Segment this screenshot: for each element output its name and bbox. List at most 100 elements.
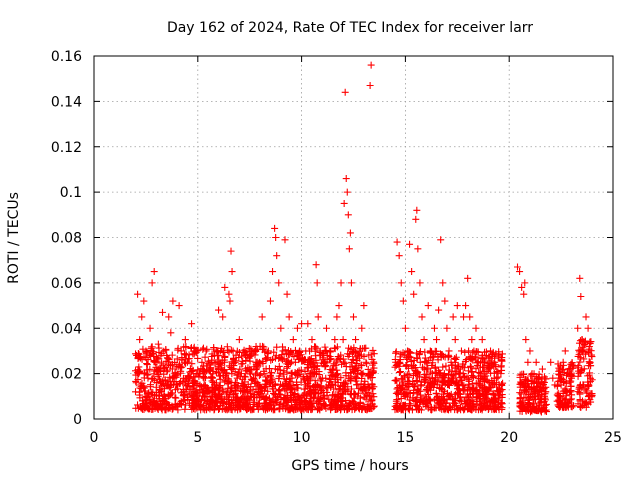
data-point [524,358,532,366]
data-point [316,347,324,355]
data-point [150,357,158,365]
data-point [459,387,467,395]
data-point [226,388,234,396]
data-point [528,407,536,415]
data-point [263,377,271,385]
data-point [398,406,406,414]
data-point [333,343,341,351]
data-point [298,320,306,328]
data-point [227,247,235,255]
data-point [445,347,453,355]
data-point [522,388,530,396]
data-point [574,362,582,370]
data-point [200,401,208,409]
data-point [540,378,548,386]
data-point [434,356,442,364]
data-point [181,336,189,344]
data-point [575,339,583,347]
x-tick-label: 20 [500,430,518,446]
data-point [314,398,322,406]
data-point [392,348,400,356]
data-point [358,371,366,379]
data-point [276,369,284,377]
data-point [530,402,538,410]
data-point [402,362,410,370]
data-point [549,374,557,382]
data-point [177,347,185,355]
y-tick-label: 0.16 [51,49,82,65]
data-point [182,343,190,351]
data-point [541,396,549,404]
data-point [463,400,471,408]
data-point [553,391,561,399]
data-point [327,375,335,383]
data-point [283,362,291,370]
data-point [586,358,594,366]
data-point [417,391,425,399]
data-point [281,381,289,389]
data-point [405,389,413,397]
data-point [189,399,197,407]
data-point [365,404,373,412]
data-point [535,370,543,378]
data-point [270,405,278,413]
data-point [367,61,375,69]
data-point [576,382,584,390]
data-point [135,370,143,378]
data-point [351,390,359,398]
data-point [498,400,506,408]
data-point [360,302,368,310]
data-point [345,372,353,380]
data-point [237,370,245,378]
data-point [369,361,377,369]
data-point [406,240,414,248]
data-point [310,358,318,366]
data-point [426,395,434,403]
data-point [285,406,293,414]
data-point [350,390,358,398]
data-point [158,382,166,390]
data-point [575,385,583,393]
data-point [337,351,345,359]
data-point [445,371,453,379]
data-point [556,397,564,405]
data-point [134,376,142,384]
data-point [293,381,301,389]
data-point [460,373,468,381]
data-point [462,356,470,364]
data-point [456,393,464,401]
data-point [255,372,263,380]
data-point [580,347,588,355]
data-point [576,274,584,282]
data-point [555,367,563,375]
data-point [240,346,248,354]
data-point [577,403,585,411]
data-point [577,346,585,354]
data-point [482,351,490,359]
data-point [453,406,461,414]
data-point [198,396,206,404]
data-point [256,403,264,411]
data-point [319,393,327,401]
data-point [485,378,493,386]
data-point [285,313,293,321]
data-point [189,366,197,374]
data-point [486,398,494,406]
data-point [276,385,284,393]
data-point [242,351,250,359]
data-point [329,365,337,373]
data-point [524,400,532,408]
data-point [440,378,448,386]
data-point [289,336,297,344]
data-point [219,366,227,374]
data-point [353,359,361,367]
data-point [430,380,438,388]
data-point [534,374,542,382]
data-point [315,370,323,378]
data-point [216,382,224,390]
data-point [516,398,524,406]
data-point [431,363,439,371]
data-point [456,369,464,377]
data-point [150,268,158,276]
data-point [532,358,540,366]
